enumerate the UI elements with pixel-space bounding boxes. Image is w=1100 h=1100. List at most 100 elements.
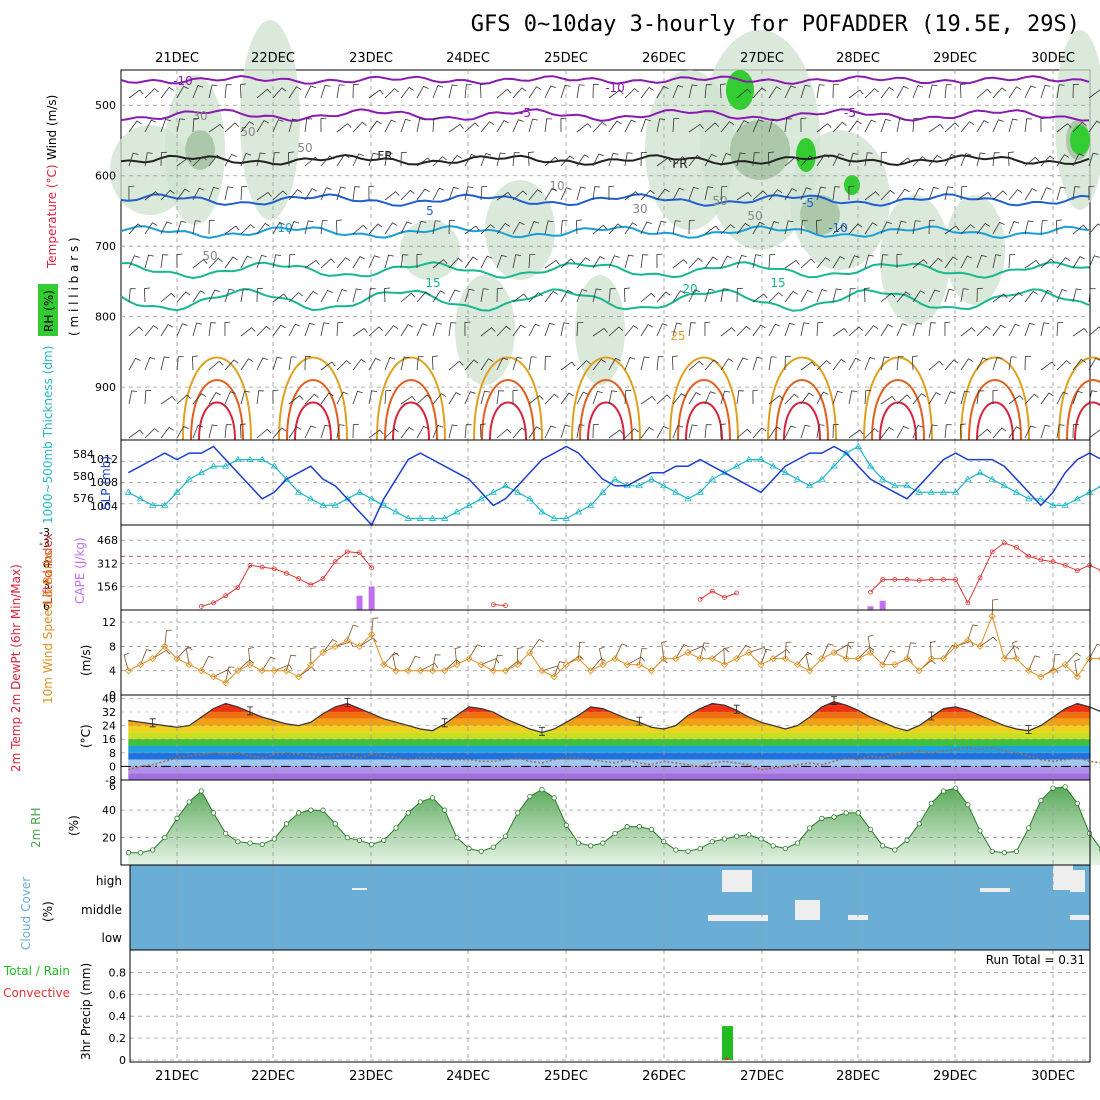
wind-barb: [976, 88, 992, 99]
wind-barb: [992, 152, 1000, 167]
rh-marker: [125, 850, 131, 856]
wind-barb: [468, 644, 483, 659]
wind-barb: [1064, 652, 1081, 665]
minmax-errorbar: [441, 718, 448, 728]
wind-barb: [544, 322, 555, 337]
wind-barb: [784, 85, 796, 99]
lifted-index-marker: [235, 585, 241, 591]
wind-barb: [256, 287, 263, 303]
axis-labels: 21DEC 21DEC 22DEC 22DEC 23DEC 23DEC 24DEC 24DEC…: [3, 51, 1085, 1084]
wind-barb: [624, 88, 639, 99]
lifted-index-marker: [868, 589, 873, 595]
contour-label: -5: [802, 196, 814, 210]
wind-barb: [1056, 424, 1065, 439]
surface-temperature-contour: [473, 356, 543, 441]
wind-barb: [464, 84, 472, 99]
wind-barb: [320, 220, 328, 235]
wind-barb: [752, 293, 768, 303]
run-total: Run Total = 0.31: [986, 953, 1085, 967]
wind-barb: [752, 427, 767, 439]
wind-barb: [123, 652, 130, 671]
wind-barb: [955, 640, 974, 647]
contour-label: -5: [844, 106, 856, 120]
rh-marker: [770, 843, 776, 849]
wind-barb: [976, 325, 991, 337]
thickness-marker: [781, 468, 790, 476]
wind-barb: [880, 356, 890, 371]
wind-barb: [704, 359, 719, 371]
wind-barb: [576, 84, 585, 99]
rh-marker: [283, 821, 290, 827]
date-label-bottom: 23DEC: [349, 1069, 393, 1084]
wind-barb: [929, 641, 936, 659]
wind-barb: [432, 118, 440, 133]
temp-color-band: [128, 773, 1090, 780]
wind-barb: [448, 289, 460, 303]
wind-barb: [192, 322, 202, 337]
wind-barb: [608, 89, 624, 99]
wind-barb: [480, 390, 490, 405]
wind-speed-marker: [258, 667, 266, 675]
wind-barb: [912, 156, 927, 167]
lifted-index-marker: [369, 565, 375, 571]
lifted-index-marker: [284, 570, 289, 576]
temp-color-band: [128, 739, 1090, 746]
wind-barb: [896, 291, 911, 303]
wind-barb: [624, 390, 632, 405]
wind-speed-marker: [733, 655, 741, 663]
lifted-index-tick: -3: [39, 526, 50, 539]
thickness-marker: [1073, 495, 1082, 502]
wind-barb: [1072, 186, 1081, 201]
wind-barb: [864, 390, 872, 405]
wind-barb: [960, 224, 975, 235]
wind-barb: [944, 225, 960, 235]
thickness-marker: [550, 514, 558, 521]
wind-barb: [528, 118, 538, 133]
wind-barb: [544, 156, 560, 167]
wind-speed-marker: [1012, 655, 1021, 663]
thickness-marker: [270, 462, 279, 469]
wind-barb: [464, 122, 480, 133]
wind-barb: [800, 187, 812, 201]
thickness-marker: [672, 488, 680, 495]
wind-barb: [864, 357, 876, 371]
lifted-index-tick: 6: [43, 600, 50, 613]
wind-barb: [144, 254, 154, 269]
thickness-marker: [380, 501, 388, 508]
wind-barb: [432, 85, 444, 99]
wind-barb: [896, 356, 904, 371]
wind-barb: [560, 187, 572, 201]
surface-temperature-contour: [587, 401, 625, 441]
wind-speed-marker: [903, 655, 911, 663]
wind-speed-marker: [282, 667, 291, 675]
wind-barb: [448, 322, 457, 337]
thickness-marker: [221, 462, 230, 469]
thickness-marker: [148, 501, 157, 508]
wind-barb: [992, 254, 1002, 269]
wind-barb: [176, 394, 192, 405]
thickness-marker: [866, 462, 875, 469]
wind-barb: [208, 84, 218, 99]
rh-marker: [332, 821, 338, 827]
wind-barb: [185, 646, 192, 665]
wind-barb: [800, 392, 814, 405]
wind-barb: [544, 259, 560, 269]
lifted-index-marker: [709, 588, 715, 594]
date-label-bottom: 26DEC: [642, 1069, 686, 1084]
wind-barb: [672, 393, 687, 405]
wind-barb: [384, 222, 398, 235]
wind-barb: [288, 221, 300, 235]
wind-barb: [176, 220, 187, 235]
wind-speed-marker: [538, 667, 546, 675]
wind-barb: [566, 655, 584, 665]
wind-barb: [240, 121, 255, 133]
wind-speed-marker: [964, 636, 972, 644]
thickness-marker: [489, 488, 498, 495]
wind-barb: [760, 648, 772, 665]
wind-barb: [624, 119, 637, 133]
wind-barb: [528, 254, 536, 269]
thickness-marker: [830, 462, 838, 469]
temperature-contour: [120, 74, 1090, 85]
wind-barb: [368, 429, 384, 439]
contour-label: 50: [240, 125, 255, 139]
